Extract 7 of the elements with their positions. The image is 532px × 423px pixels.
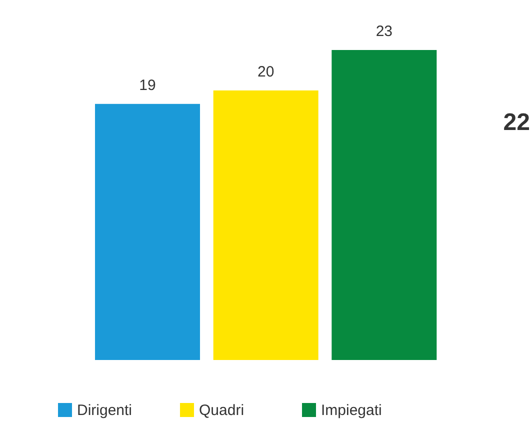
data-label: 23	[376, 23, 393, 40]
legend-label: Impiegati	[321, 402, 382, 419]
legend-label: Dirigenti	[77, 402, 132, 419]
data-label: 19	[139, 76, 156, 94]
text: 22	[503, 109, 530, 136]
data-label: 20	[257, 63, 274, 80]
legend-label: Quadri	[199, 402, 244, 419]
